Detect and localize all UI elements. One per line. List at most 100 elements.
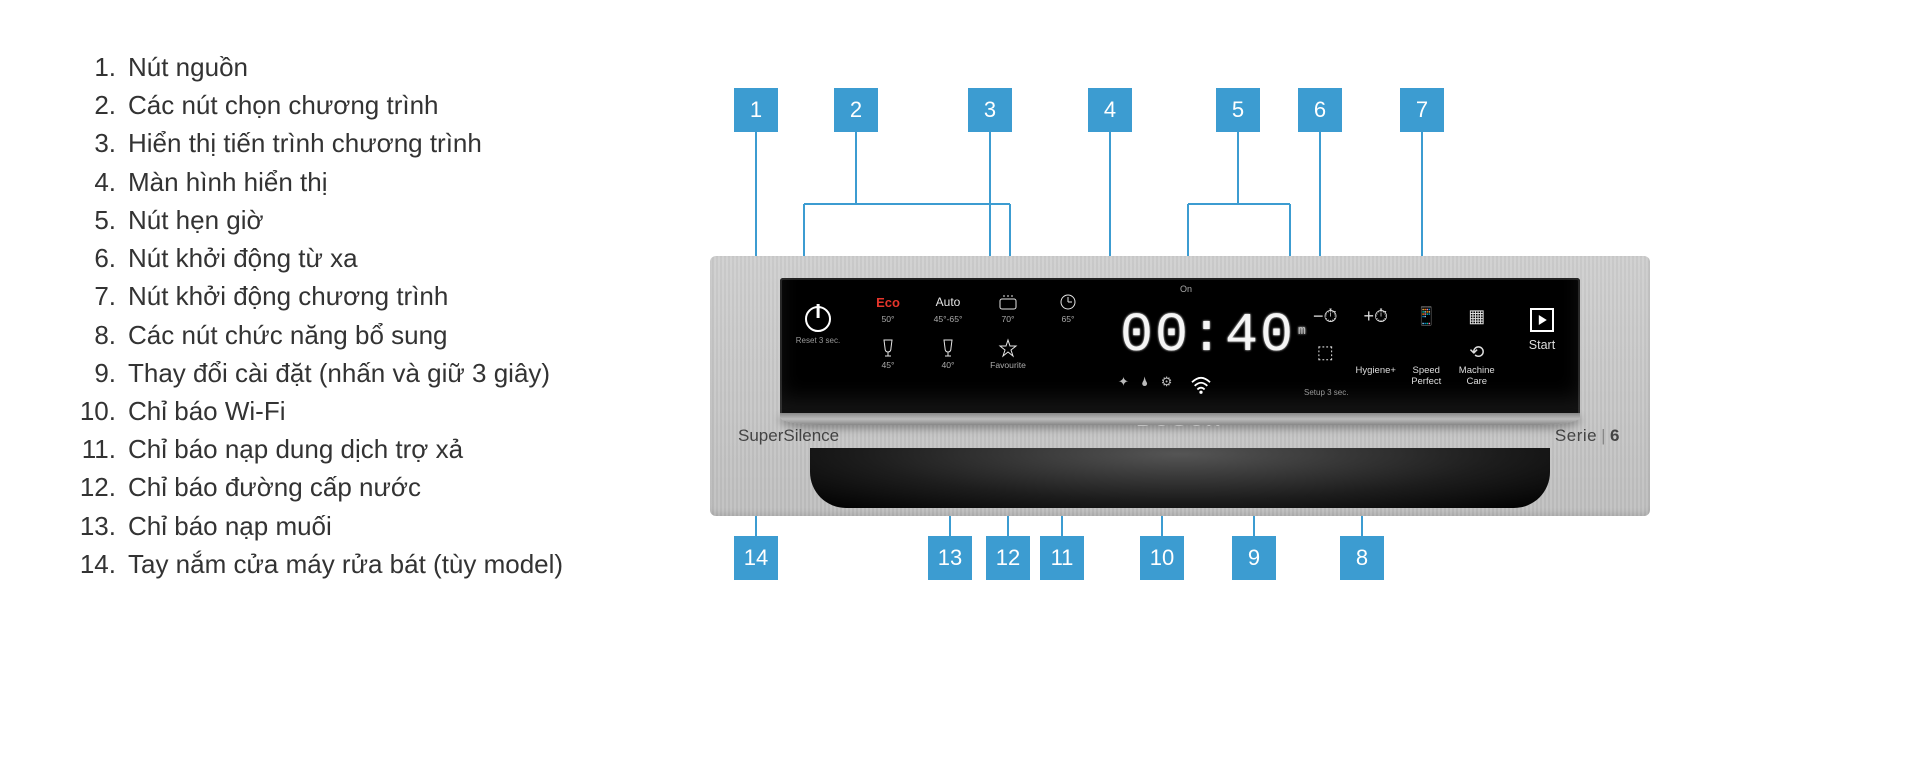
legend-num: 13. — [70, 507, 116, 545]
indicator-icons: ✦ 🌢 ⚙ — [1118, 374, 1172, 390]
option-button[interactable]: ▦ — [1452, 306, 1503, 326]
option-button[interactable]: −⏱ — [1300, 306, 1351, 326]
option-button[interactable]: ⟲ Machine Care — [1452, 342, 1503, 387]
intensive-icon — [998, 292, 1018, 312]
legend-num: 6. — [70, 239, 116, 277]
callout-10: 10 — [1140, 536, 1184, 580]
option-buttons[interactable]: −⏱ +⏱ 📱 ▦ ⬚ Hygiene+ Speed Perfect ⟲ Machine Car… — [1300, 306, 1502, 387]
program-quick[interactable]: 40° — [918, 338, 978, 370]
legend-item: 13. Chỉ báo nạp muối — [70, 507, 563, 545]
callout-13: 13 — [928, 536, 972, 580]
legend-num: 12. — [70, 468, 116, 506]
legend-item: 9. Thay đổi cài đặt (nhấn và giữ 3 giây) — [70, 354, 563, 392]
program-fav[interactable]: Favourite — [978, 338, 1038, 370]
option-icon: 📱 — [1415, 306, 1437, 326]
option-button[interactable]: ⬚ — [1300, 342, 1351, 362]
quick-icon — [940, 338, 956, 358]
legend-item: 4. Màn hình hiển thị — [70, 163, 563, 201]
legend-num: 4. — [70, 163, 116, 201]
annotated-diagram: SuperSilence Serie|6 BOSCH Reset 3 sec. … — [680, 40, 1690, 590]
legend-text: Hiển thị tiến trình chương trình — [128, 124, 482, 162]
program-blank[interactable] — [1038, 338, 1098, 370]
program-glass[interactable]: 45° — [858, 338, 918, 370]
option-button[interactable]: Speed Perfect — [1401, 342, 1452, 387]
option-label: Machine Care — [1452, 365, 1503, 387]
legend-num: 14. — [70, 545, 116, 583]
callout-7: 7 — [1400, 88, 1444, 132]
legend-num: 11. — [70, 430, 116, 468]
legend-list: 1.Nút nguồn2.Các nút chọn chương trình3.… — [70, 48, 563, 583]
indicator-icon: 🌢 — [1141, 374, 1149, 390]
option-icon: ⬚ — [1317, 342, 1334, 362]
program-normal[interactable]: 65° — [1038, 292, 1098, 324]
legend-num: 7. — [70, 277, 116, 315]
legend-num: 8. — [70, 316, 116, 354]
option-icon: +⏱ — [1363, 306, 1388, 326]
callout-4: 4 — [1088, 88, 1132, 132]
legend-text: Các nút chọn chương trình — [128, 86, 439, 124]
option-button[interactable]: 📱 — [1401, 306, 1452, 326]
eco-icon: Eco — [876, 292, 900, 312]
legend-item: 5.Nút hẹn giờ — [70, 201, 563, 239]
legend-text: Màn hình hiển thị — [128, 163, 327, 201]
wifi-icon — [1190, 376, 1212, 400]
legend-text: Chỉ báo nạp muối — [128, 507, 332, 545]
legend-num: 1. — [70, 48, 116, 86]
legend-text: Chỉ báo đường cấp nước — [128, 468, 421, 506]
option-label: Hygiene+ — [1356, 365, 1396, 376]
power-icon — [805, 306, 831, 332]
control-display: Reset 3 sec. On Eco50°Auto45°-65°70°65°4… — [780, 278, 1580, 418]
legend-item: 11. Chỉ báo nạp dung dịch trợ xả — [70, 430, 563, 468]
callout-1: 1 — [734, 88, 778, 132]
callout-14: 14 — [734, 536, 778, 580]
program-buttons[interactable]: Eco50°Auto45°-65°70°65° 45°40°Favourite — [858, 292, 1098, 370]
program-intensive[interactable]: 70° — [978, 292, 1038, 324]
legend-text: Nút khởi động chương trình — [128, 277, 448, 315]
start-label: Start — [1514, 338, 1570, 352]
start-button[interactable]: Start — [1514, 288, 1570, 352]
legend-num: 10. — [70, 392, 116, 430]
option-button[interactable]: Hygiene+ — [1351, 342, 1402, 376]
legend-num: 2. — [70, 86, 116, 124]
legend-text: Tay nắm cửa máy rửa bát (tùy model) — [128, 545, 563, 583]
time-display: 00:40m — [1120, 304, 1308, 367]
start-icon — [1530, 308, 1554, 332]
legend-num: 5. — [70, 201, 116, 239]
legend-text: Nút nguồn — [128, 48, 248, 86]
power-reset-label: Reset 3 sec. — [792, 336, 844, 345]
program-auto[interactable]: Auto45°-65° — [918, 292, 978, 324]
glass-icon — [880, 338, 896, 358]
legend-num: 9. — [70, 354, 116, 392]
legend-item: 2. Các nút chọn chương trình — [70, 86, 563, 124]
legend-item: 6. Nút khởi động từ xa — [70, 239, 563, 277]
legend-item: 8. Các nút chức năng bổ sung — [70, 316, 563, 354]
fav-icon — [998, 338, 1018, 358]
option-icon: ▦ — [1468, 306, 1485, 326]
callout-6: 6 — [1298, 88, 1342, 132]
indicator-icon: ⚙ — [1161, 374, 1173, 390]
indicator-icon: ✦ — [1118, 374, 1129, 390]
legend-num: 3. — [70, 124, 116, 162]
legend-text: Các nút chức năng bổ sung — [128, 316, 448, 354]
setup-hint: Setup 3 sec. — [1304, 388, 1348, 397]
legend-text: Nút khởi động từ xa — [128, 239, 358, 277]
option-button[interactable]: +⏱ — [1351, 306, 1402, 326]
program-eco[interactable]: Eco50° — [858, 292, 918, 324]
legend-item: 10.Chỉ báo Wi-Fi — [70, 392, 563, 430]
appliance-panel: SuperSilence Serie|6 BOSCH Reset 3 sec. … — [710, 256, 1650, 516]
legend-text: Thay đổi cài đặt (nhấn và giữ 3 giây) — [128, 354, 550, 392]
callout-5: 5 — [1216, 88, 1260, 132]
callout-9: 9 — [1232, 536, 1276, 580]
option-icon: ⟲ — [1469, 342, 1484, 362]
door-handle[interactable] — [810, 448, 1550, 508]
legend-item: 3. Hiển thị tiến trình chương trình — [70, 124, 563, 162]
callout-11: 11 — [1040, 536, 1084, 580]
callout-3: 3 — [968, 88, 1012, 132]
callout-12: 12 — [986, 536, 1030, 580]
legend-item: 12. Chỉ báo đường cấp nước — [70, 468, 563, 506]
legend-item: 1. Nút nguồn — [70, 48, 563, 86]
normal-icon — [1059, 292, 1077, 312]
power-button[interactable]: Reset 3 sec. — [792, 288, 844, 345]
legend-text: Chỉ báo nạp dung dịch trợ xả — [128, 430, 463, 468]
legend-item: 14. Tay nắm cửa máy rửa bát (tùy model) — [70, 545, 563, 583]
